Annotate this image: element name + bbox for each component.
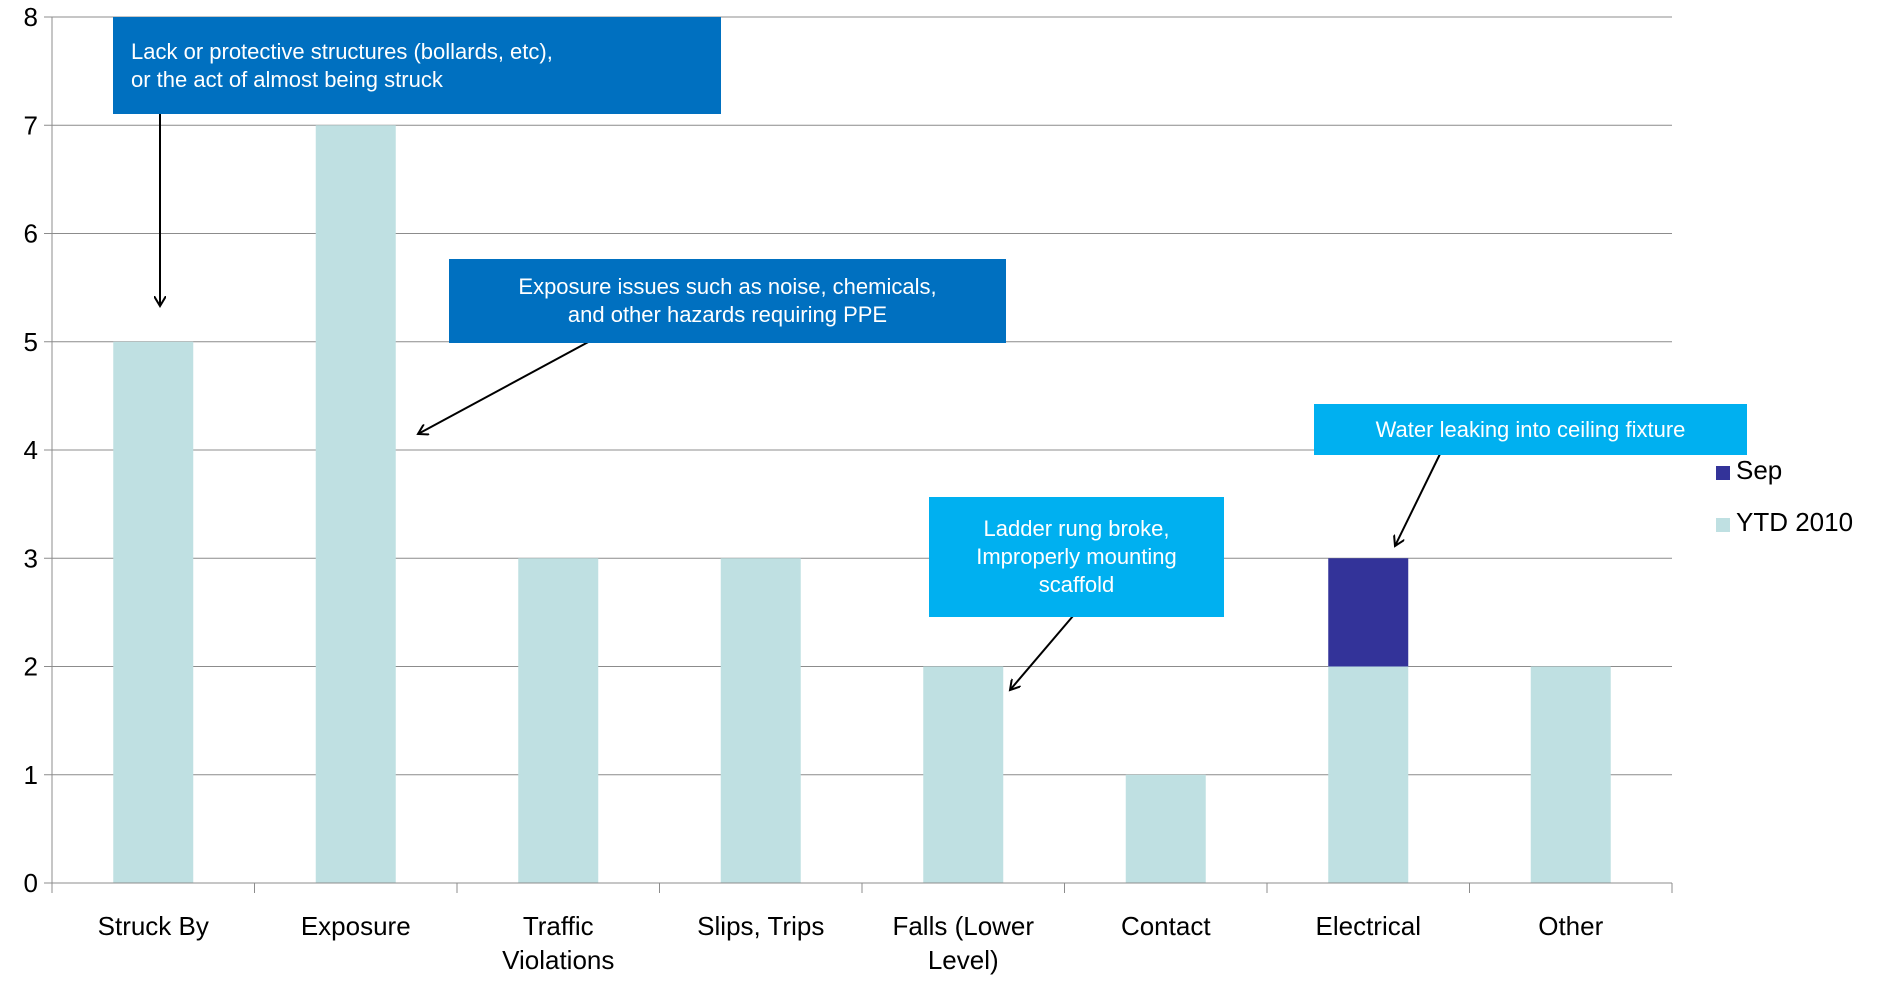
- x-category-label: Slips, Trips: [697, 911, 824, 941]
- y-tick-label: 7: [24, 110, 38, 140]
- y-tick-label: 8: [24, 2, 38, 32]
- legend-swatch: [1716, 518, 1730, 532]
- bar-ytd-2010: [1125, 774, 1206, 883]
- callout-arrows: [160, 114, 1441, 690]
- legend: Sep YTD 2010: [1716, 455, 1853, 537]
- y-tick-label: 5: [24, 327, 38, 357]
- arrow-exposure: [418, 339, 593, 434]
- bars: [113, 125, 1611, 883]
- arrow-falls: [1010, 615, 1074, 690]
- bar-ytd-2010: [518, 558, 599, 883]
- axes: [44, 16, 1673, 893]
- y-tick-label: 2: [24, 652, 38, 682]
- x-category-label: Traffic Violations: [502, 911, 614, 975]
- bar-ytd-2010: [923, 666, 1004, 883]
- callout-exposure: Exposure issues such as noise, chemicals…: [449, 259, 1006, 343]
- y-tick-label: 0: [24, 868, 38, 898]
- x-category-label: Contact: [1121, 911, 1211, 941]
- callout-electrical: Water leaking into ceiling fixture: [1314, 404, 1747, 455]
- bar-ytd-2010: [315, 125, 396, 883]
- legend-swatch: [1716, 466, 1730, 480]
- legend-label: Sep: [1736, 455, 1782, 485]
- x-category-label: Electrical: [1316, 911, 1421, 941]
- bar-sep: [1328, 558, 1409, 667]
- bar-ytd-2010: [720, 558, 801, 883]
- y-tick-label: 1: [24, 760, 38, 790]
- bar-ytd-2010: [1328, 666, 1409, 883]
- legend-label: YTD 2010: [1736, 507, 1853, 537]
- x-category-label: Exposure: [301, 911, 411, 941]
- x-category-label: Falls (Lower Level): [892, 911, 1034, 975]
- x-category-label: Struck By: [98, 911, 209, 941]
- y-tick-label: 6: [24, 219, 38, 249]
- gridlines: [52, 16, 1672, 776]
- arrow-electrical: [1395, 453, 1441, 546]
- y-tick-label: 3: [24, 543, 38, 573]
- y-tick-label: 4: [24, 435, 38, 465]
- x-axis-category-labels: Struck By Exposure Traffic Violations Slips,…: [98, 911, 1604, 975]
- x-category-label: Other: [1538, 911, 1603, 941]
- callout-falls: Ladder rung broke, Improperly mounting s…: [929, 497, 1224, 617]
- bar-ytd-2010: [1530, 666, 1611, 883]
- y-axis-tick-labels: 0 1 2 3 4 5 6 7 8: [24, 2, 38, 898]
- bar-ytd-2010: [113, 341, 194, 883]
- callout-struck-by: Lack or protective structures (bollards,…: [113, 17, 721, 114]
